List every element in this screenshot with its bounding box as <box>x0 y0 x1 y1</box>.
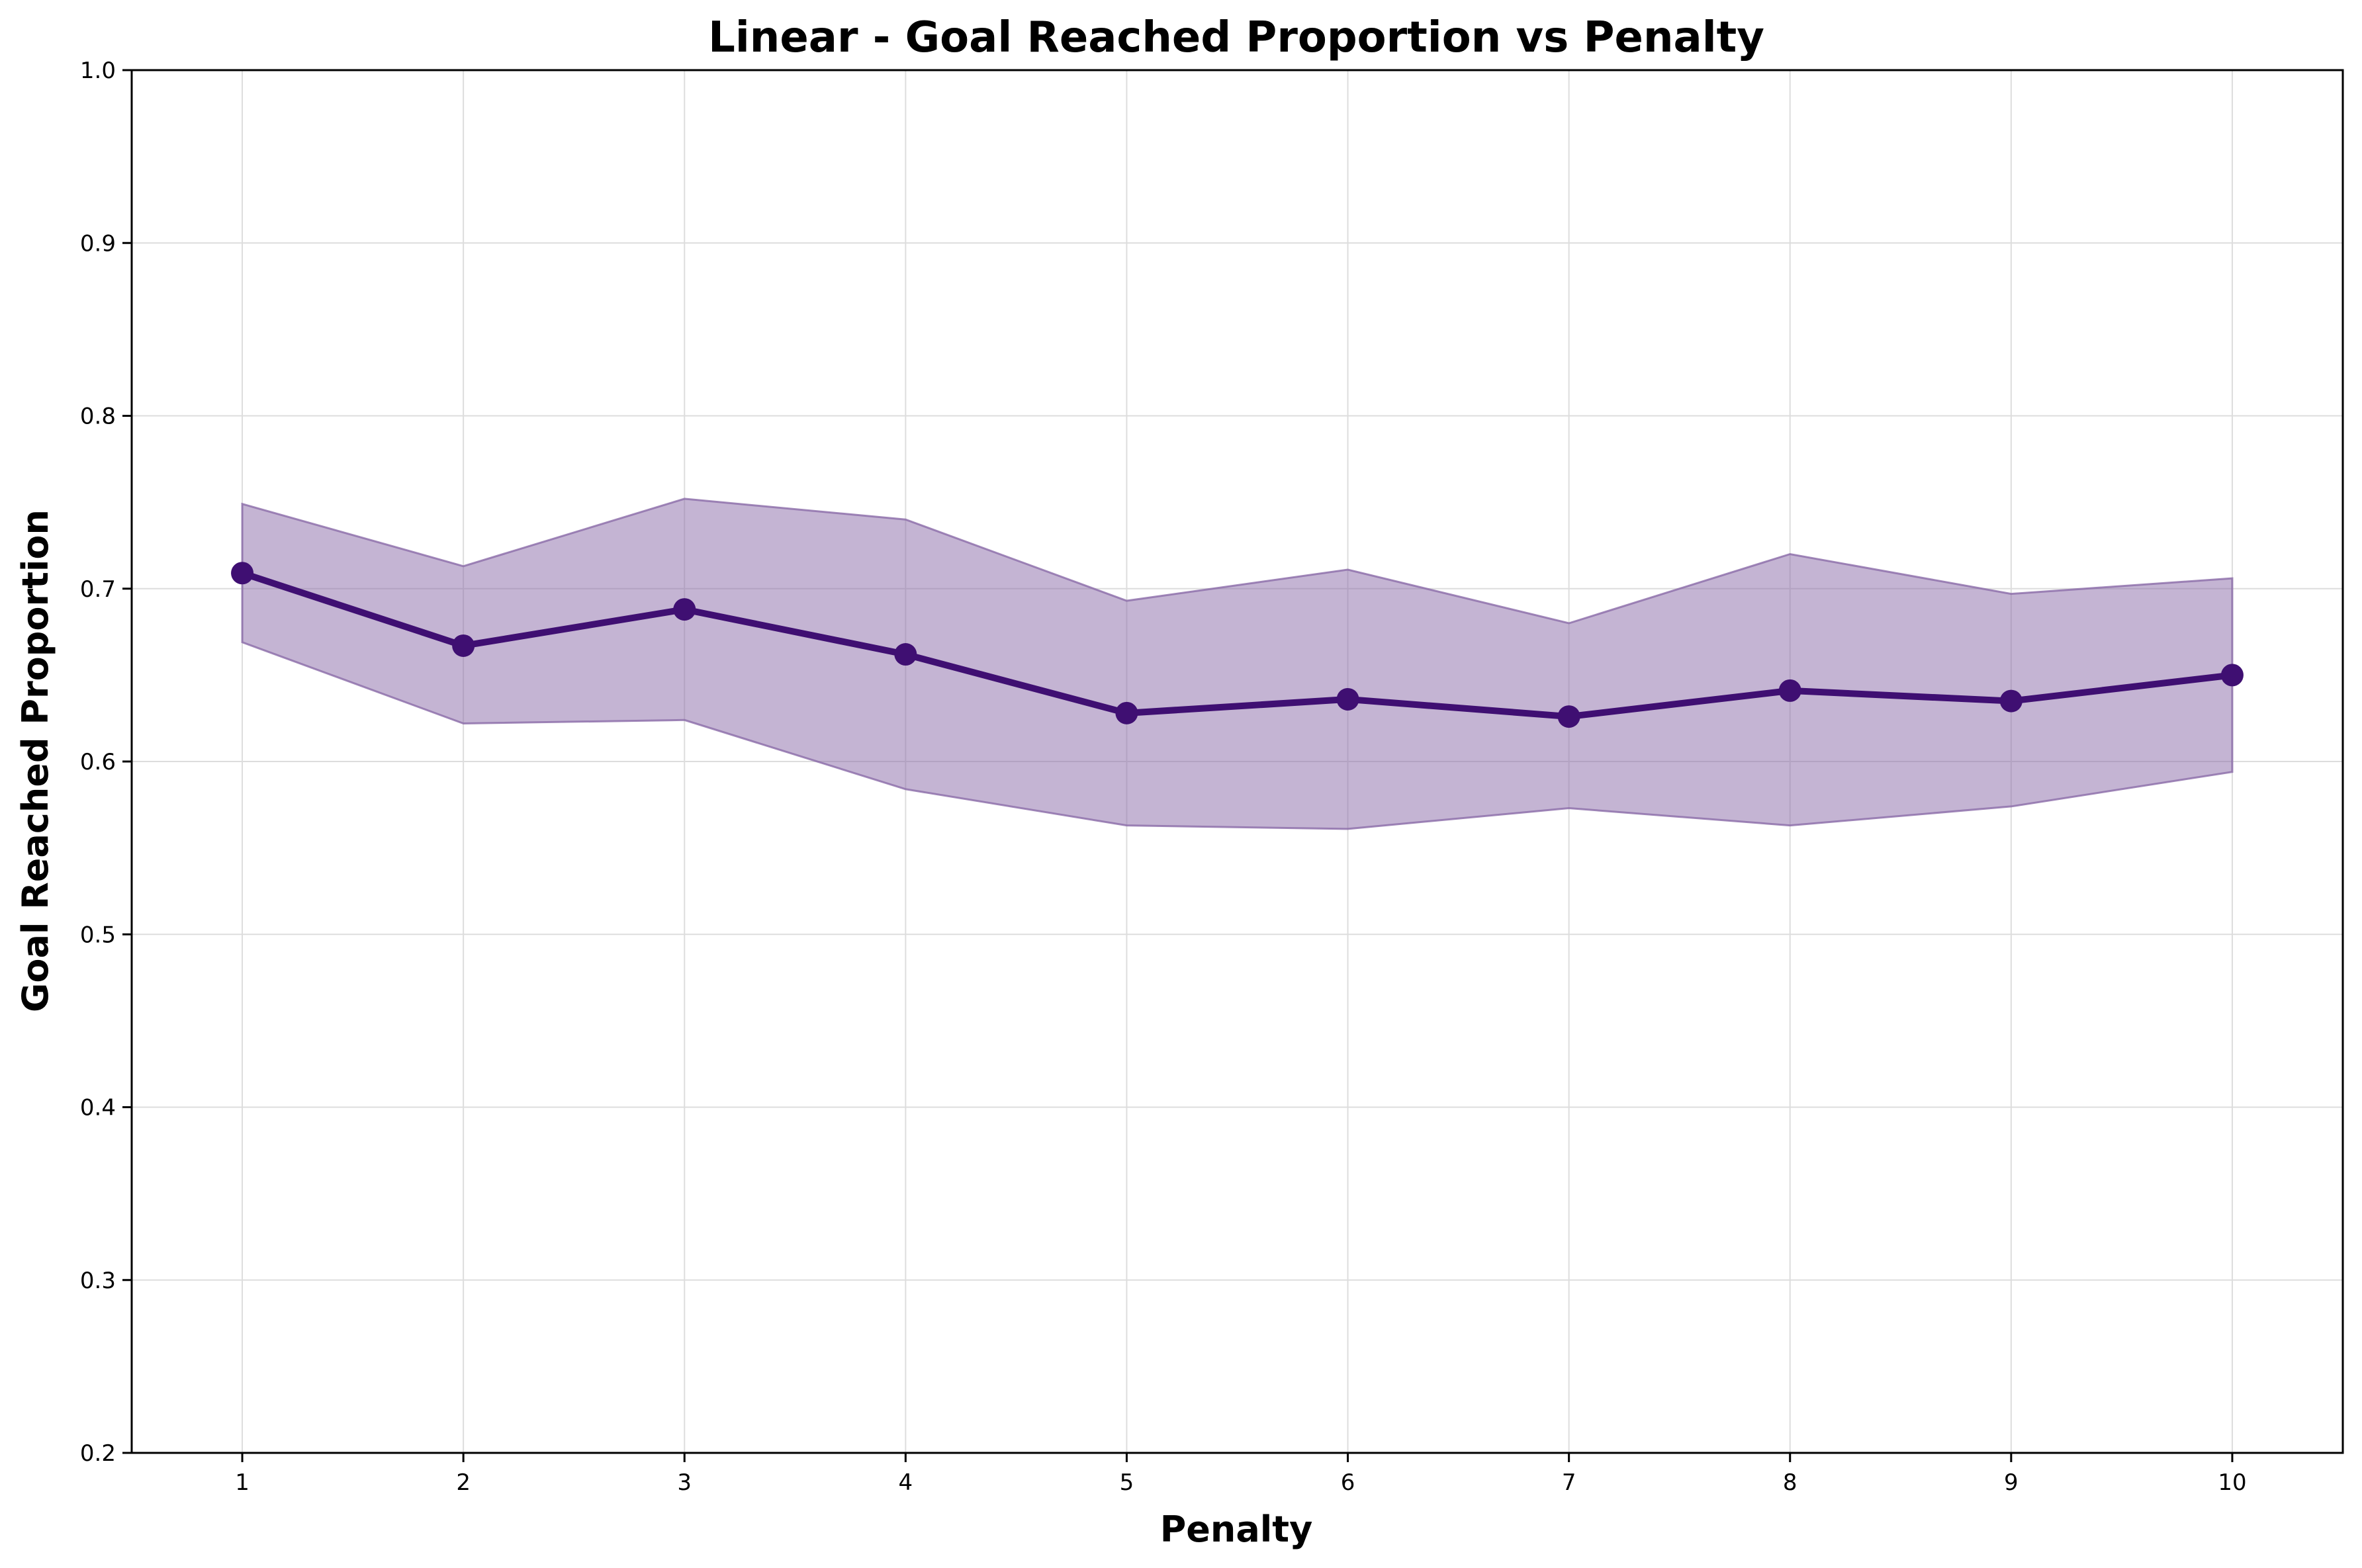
data-point <box>231 562 254 585</box>
data-point <box>1115 701 1138 724</box>
y-tick-label: 1.0 <box>80 58 116 84</box>
y-axis-title: Goal Reached Proportion <box>15 509 56 1012</box>
data-point <box>673 598 696 621</box>
data-point <box>2220 664 2244 687</box>
y-axis-ticks: 0.2 0.3 0.4 0.5 0.6 0.7 0.8 0.9 1.0 <box>80 58 132 1467</box>
x-tick-label: 2 <box>456 1469 471 1496</box>
x-tick-label: 7 <box>1562 1469 1576 1496</box>
y-tick-label: 0.5 <box>80 922 116 948</box>
x-axis-title: Penalty <box>1160 1508 1313 1550</box>
data-point <box>1778 679 1801 702</box>
data-point <box>1557 705 1580 728</box>
y-tick-label: 0.8 <box>80 404 116 430</box>
data-point <box>1999 689 2022 713</box>
x-axis-ticks: 1 2 3 4 5 6 7 8 9 10 <box>235 1453 2247 1496</box>
chart-title: Linear - Goal Reached Proportion vs Pena… <box>708 13 1764 62</box>
confidence-band <box>241 498 2234 830</box>
x-tick-label: 9 <box>2004 1469 2019 1496</box>
data-point-layer <box>231 562 2244 728</box>
data-point <box>894 643 917 666</box>
series-line <box>239 570 2236 720</box>
data-point <box>1336 687 1359 711</box>
x-tick-label: 4 <box>899 1469 913 1496</box>
y-tick-label: 0.9 <box>80 230 116 257</box>
series-line-layer <box>239 570 2236 720</box>
y-tick-label: 0.2 <box>80 1440 116 1467</box>
x-tick-label: 3 <box>677 1469 692 1496</box>
y-tick-label: 0.6 <box>80 749 116 775</box>
x-tick-label: 8 <box>1783 1469 1797 1496</box>
x-tick-label: 6 <box>1341 1469 1355 1496</box>
y-tick-label: 0.3 <box>80 1268 116 1294</box>
y-tick-label: 0.7 <box>80 576 116 603</box>
y-tick-label: 0.4 <box>80 1095 116 1121</box>
data-point <box>452 634 475 657</box>
x-tick-label: 5 <box>1120 1469 1134 1496</box>
x-tick-label: 1 <box>235 1469 250 1496</box>
x-tick-label: 10 <box>2218 1469 2246 1496</box>
confidence-band-layer <box>241 498 2234 830</box>
